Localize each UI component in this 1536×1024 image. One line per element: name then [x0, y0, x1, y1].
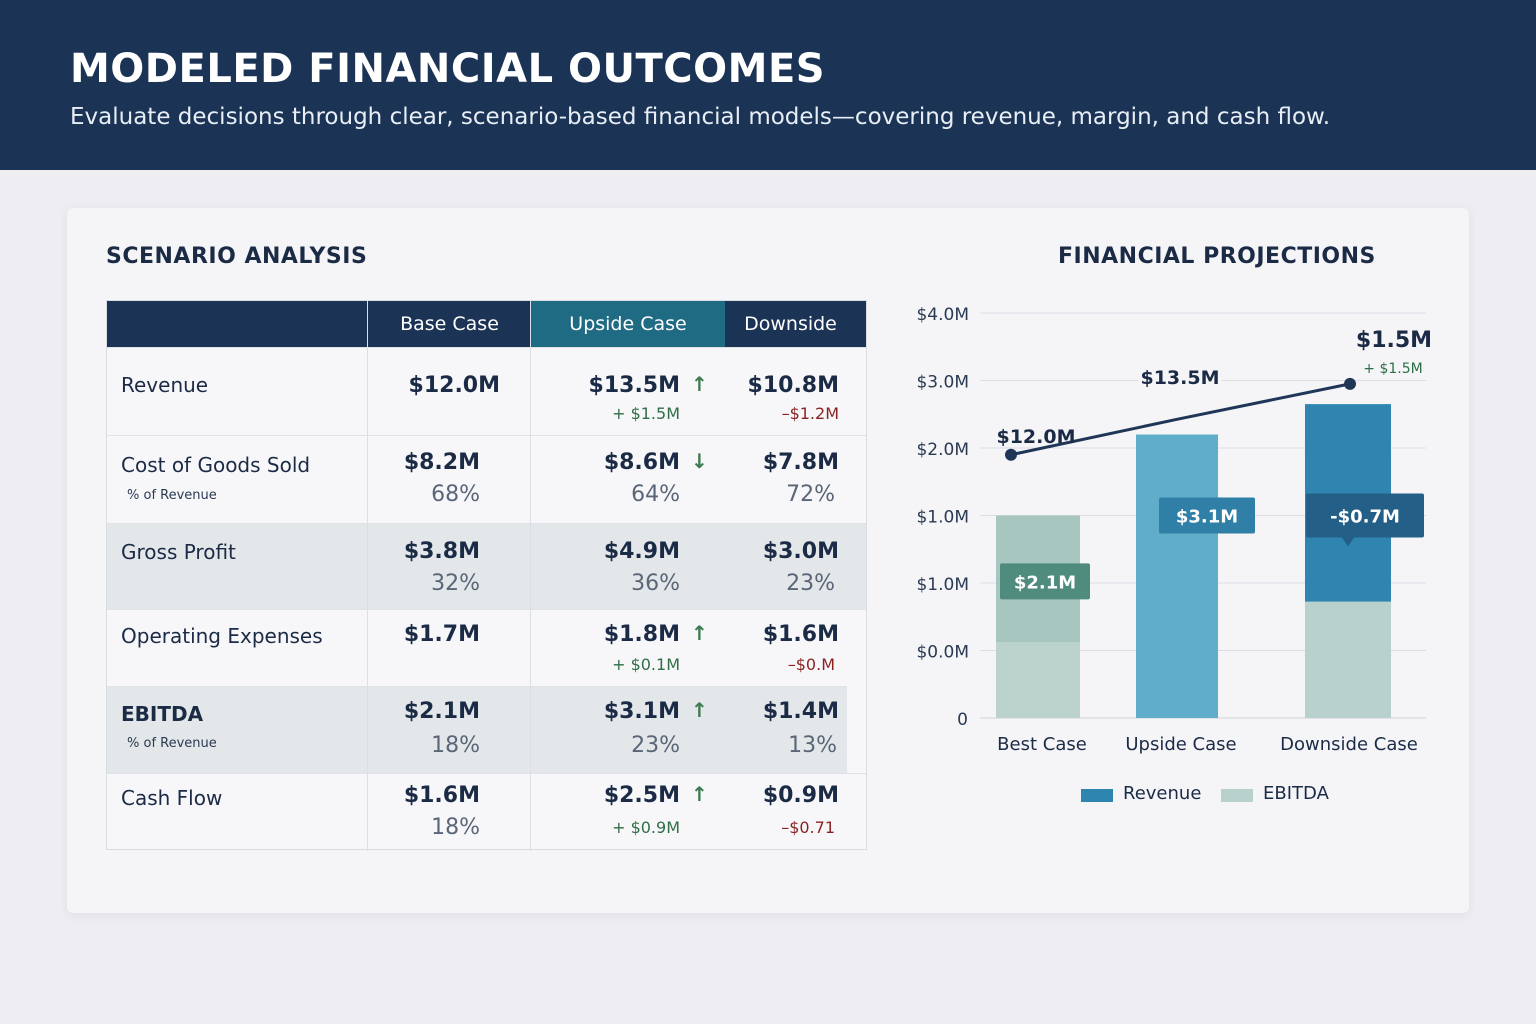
- y-tick-label: $3.0M: [916, 373, 969, 393]
- upside-value: $1.8M: [603, 622, 680, 647]
- table-row-cogs: Cost of Goods Sold % of Revenue $8.2M 68…: [107, 435, 866, 523]
- row-label: EBITDA: [121, 702, 204, 726]
- base-percent: 18%: [431, 733, 480, 758]
- table-header: Base Case Upside Case Downside: [107, 301, 866, 347]
- row-label: Cash Flow: [121, 786, 223, 810]
- bar-revenue: [1136, 434, 1218, 718]
- bar-ebitda: [1305, 601, 1391, 718]
- financial-projections-chart: 0 $0.0M $1.0M $1.0M $2.0M $3.0M $4.0M Best Case…: [916, 305, 1432, 755]
- column-header-downside: Downside: [744, 313, 837, 335]
- trend-point: [1005, 448, 1017, 461]
- base-percent: 32%: [431, 571, 480, 596]
- base-value: $1.6M: [403, 783, 480, 808]
- base-percent: 68%: [431, 482, 480, 507]
- callout-label: $2.1M: [1014, 572, 1076, 593]
- line-label: $12.0M: [996, 426, 1075, 448]
- callout-label: $3.1M: [1176, 507, 1238, 528]
- row-sublabel: % of Revenue: [127, 736, 217, 751]
- downside-delta: –$0.M: [787, 655, 835, 674]
- scenario-analysis-title: SCENARIO ANALYSIS: [106, 244, 368, 269]
- upside-value: $2.5M: [603, 783, 680, 808]
- column-divider: [367, 301, 368, 851]
- x-tick-label: Best Case: [997, 734, 1087, 755]
- upside-percent: 64%: [631, 482, 680, 507]
- upside-delta: + $0.1M: [612, 655, 680, 674]
- callout-box: [1159, 497, 1255, 534]
- arrow-up-icon: ↑: [691, 372, 708, 396]
- line-sublabel: + $1.5M: [1363, 361, 1422, 377]
- upside-percent: 23%: [631, 733, 680, 758]
- y-tick-label: $2.0M: [916, 440, 969, 460]
- table-row-cash-flow: Cash Flow $1.6M 18% $2.5M ↑ + $0.9M $0.9…: [107, 773, 866, 849]
- table-row-gross-profit: Gross Profit $3.8M 32% $4.9M 36% $3.0M 2…: [107, 523, 866, 609]
- column-header-base: Base Case: [400, 313, 499, 335]
- bar-ebitda: [996, 642, 1080, 718]
- column-header-upside: Upside Case: [531, 301, 725, 347]
- column-divider: [530, 301, 531, 851]
- arrow-up-icon: ↑: [691, 698, 708, 722]
- x-tick-label: Downside Case: [1280, 734, 1418, 755]
- upside-delta: + $0.9M: [612, 818, 680, 837]
- y-tick-label: $0.0M: [916, 643, 969, 663]
- row-label: Revenue: [121, 373, 209, 397]
- downside-value: $1.6M: [762, 622, 839, 647]
- downside-percent: 13%: [788, 733, 837, 758]
- upside-value: $3.1M: [603, 699, 680, 724]
- downside-delta: –$1.2M: [781, 404, 839, 423]
- scenario-table: Base Case Upside Case Downside Revenue $…: [106, 300, 867, 851]
- base-value: $8.2M: [403, 450, 480, 475]
- table-row-operating-expenses: Operating Expenses $1.7M $1.8M ↑ + $0.1M…: [107, 609, 866, 686]
- header-banner: MODELED FINANCIAL OUTCOMES Evaluate deci…: [0, 0, 1536, 170]
- callout-label: -$0.7M: [1330, 507, 1400, 528]
- arrow-up-icon: ↑: [691, 621, 708, 645]
- table-row-revenue: Revenue $12.0M $13.5M ↑ + $1.5M $10.8M –…: [107, 347, 866, 435]
- base-value: $1.7M: [403, 622, 480, 647]
- legend-swatch-ebitda: [1221, 789, 1253, 802]
- upside-delta: + $1.5M: [612, 404, 680, 423]
- y-tick-label: $4.0M: [916, 305, 969, 325]
- callout-box: [1000, 563, 1090, 600]
- downside-value: $0.9M: [762, 783, 839, 808]
- row-label: Gross Profit: [121, 540, 236, 564]
- page-subtitle: Evaluate decisions through clear, scenar…: [70, 104, 1331, 130]
- y-tick-label: $1.0M: [916, 508, 969, 528]
- callout-pointer: [1342, 537, 1354, 547]
- downside-delta: –$0.71: [781, 818, 835, 837]
- upside-value: $8.6M: [603, 450, 680, 475]
- table-row-ebitda: EBITDA % of Revenue $2.1M 18% $3.1M ↑ 23…: [107, 686, 847, 773]
- legend-label-revenue: Revenue: [1123, 783, 1202, 804]
- trend-line: [1010, 382, 1351, 457]
- trend-point: [1344, 377, 1356, 390]
- downside-percent: 23%: [786, 571, 835, 596]
- downside-value: $1.4M: [762, 699, 839, 724]
- base-value: $12.0M: [408, 373, 500, 398]
- base-value: $3.8M: [403, 539, 480, 564]
- downside-percent: 72%: [786, 482, 835, 507]
- y-tick-label: $1.0M: [916, 575, 969, 595]
- base-percent: 18%: [431, 815, 480, 840]
- x-tick-label: Upside Case: [1125, 734, 1236, 755]
- y-tick-label: 0: [957, 710, 968, 730]
- downside-value: $3.0M: [762, 539, 839, 564]
- line-label: $13.5M: [1140, 367, 1219, 389]
- base-value: $2.1M: [403, 699, 480, 724]
- row-label: Operating Expenses: [121, 624, 323, 648]
- row-sublabel: % of Revenue: [127, 488, 217, 503]
- arrow-up-icon: ↑: [691, 782, 708, 806]
- legend-swatch-revenue: [1081, 789, 1113, 802]
- row-label: Cost of Goods Sold: [121, 453, 311, 477]
- upside-value: $4.9M: [603, 539, 680, 564]
- line-label-bg: [1138, 366, 1222, 390]
- upside-value: $13.5M: [588, 373, 680, 398]
- upside-percent: 36%: [631, 571, 680, 596]
- arrow-down-icon: ↓: [691, 449, 708, 473]
- downside-value: $7.8M: [762, 450, 839, 475]
- legend-label-ebitda: EBITDA: [1263, 783, 1329, 804]
- financial-projections-title: FINANCIAL PROJECTIONS: [1058, 244, 1376, 269]
- line-label: $1.5M: [1356, 328, 1432, 353]
- page-title: MODELED FINANCIAL OUTCOMES: [70, 46, 826, 92]
- callout-box: [1306, 493, 1424, 538]
- downside-value: $10.8M: [747, 373, 839, 398]
